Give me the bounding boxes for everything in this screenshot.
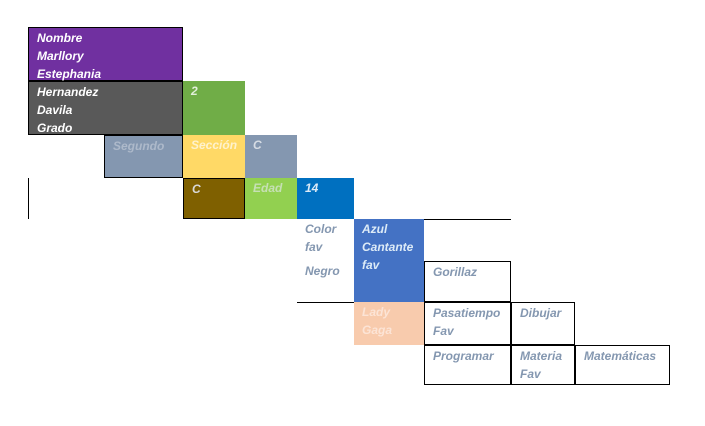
cell-text: Marllory xyxy=(37,49,84,63)
cell-text: Matemáticas xyxy=(584,349,657,363)
table-cell: Programar xyxy=(424,345,511,385)
cell-text: Fav xyxy=(520,367,541,381)
cell-text: 2 xyxy=(191,84,198,98)
cell-text: Sección xyxy=(191,138,238,152)
table-cell: Hernandez Davila Grado xyxy=(28,81,183,135)
table-cell: Segundo xyxy=(104,135,183,178)
cell-text: Programar xyxy=(433,349,494,363)
table-cell: Gorillaz xyxy=(424,261,511,302)
table-cell: Color fav xyxy=(297,219,354,261)
cell-text: Fav xyxy=(433,324,454,338)
cell-text: Hernandez xyxy=(37,85,99,99)
cell-text: Cantante xyxy=(362,240,414,254)
cell-text: Estephania xyxy=(37,67,102,81)
table-cell: Materia Fav xyxy=(511,345,575,385)
table-cell: Matemáticas xyxy=(575,345,670,385)
table-cell: Negro xyxy=(297,261,354,302)
table-cell: Sección xyxy=(183,135,245,178)
cell-text: Lady xyxy=(362,305,391,319)
rule xyxy=(28,178,29,219)
table-cell: Dibujar xyxy=(511,302,575,345)
table-cell: C xyxy=(183,178,245,219)
cell-text: Dibujar xyxy=(520,306,562,320)
cell-text: Davila xyxy=(37,103,73,117)
table-cell: Lady Gaga xyxy=(354,302,424,345)
table-cell: Nombre Marllory Estephania xyxy=(28,27,183,81)
cell-text: Nombre xyxy=(37,31,83,45)
cell-text: fav xyxy=(362,258,380,272)
cell-text: Materia xyxy=(520,349,563,363)
cell-text: Color xyxy=(305,222,337,236)
cell-text: C xyxy=(192,182,201,196)
table-cell: Azul Cantante fav xyxy=(354,219,424,302)
cell-text: Gaga xyxy=(362,323,393,337)
cell-text: Grado xyxy=(37,121,73,135)
cell-text: Gorillaz xyxy=(433,265,478,279)
rule xyxy=(297,302,354,303)
table-cell: C xyxy=(245,135,297,178)
cell-text: C xyxy=(253,138,262,152)
cell-text: Azul xyxy=(362,222,388,236)
cell-text: Negro xyxy=(305,264,340,278)
cell-text: Segundo xyxy=(113,139,165,153)
cell-text: 14 xyxy=(305,181,319,195)
cell-text: Pasatiempo xyxy=(433,306,501,320)
table-cell: 14 xyxy=(297,178,354,219)
table-cell: 2 xyxy=(183,81,245,135)
cell-text: Edad xyxy=(253,181,283,195)
cell-text: fav xyxy=(305,240,323,254)
table-cell: Edad xyxy=(245,178,297,219)
table-cell: Pasatiempo Fav xyxy=(424,302,511,345)
